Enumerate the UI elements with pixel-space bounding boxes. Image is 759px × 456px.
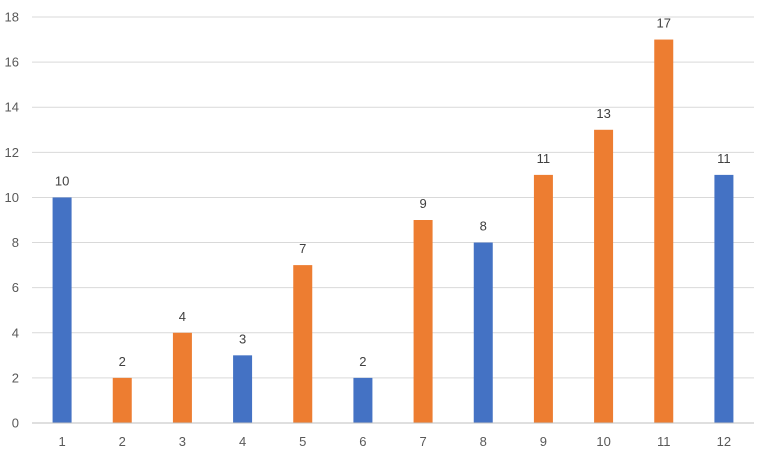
x-tick-label-11: 11 [657,434,671,449]
bar-1 [52,197,72,423]
x-tick-label-9: 9 [540,434,547,449]
y-tick-label: 2 [12,370,19,385]
x-axis-ticks: 1 2 3 4 5 6 7 8 9 10 11 12 [58,434,731,449]
bar-4 [233,355,253,423]
y-tick-label: 18 [5,10,19,25]
data-label-2: 2 [119,354,126,369]
bar-10 [594,129,614,423]
data-label-7: 9 [419,196,426,211]
bar-12 [714,174,734,423]
x-tick-label-10: 10 [596,434,610,449]
data-label-3: 4 [179,309,186,324]
data-labels: 10 2 4 3 7 2 9 8 11 13 17 11 [55,16,731,369]
y-tick-label: 8 [12,235,19,250]
x-tick-label-6: 6 [359,434,366,449]
data-label-6: 2 [359,354,366,369]
data-label-10: 13 [596,106,610,121]
data-label-9: 11 [537,151,551,166]
y-tick-label: 10 [5,190,19,205]
x-tick-label-5: 5 [299,434,306,449]
y-tick-label: 16 [5,55,19,70]
data-label-5: 7 [299,241,306,256]
bar-11 [654,39,674,424]
x-tick-label-3: 3 [179,434,186,449]
bar-7 [413,220,433,423]
y-tick-label: 4 [12,325,19,340]
bar-6 [353,377,373,423]
x-tick-label-7: 7 [419,434,426,449]
bar-3 [172,332,192,423]
bar-5 [293,265,313,423]
bars [52,39,734,424]
data-label-1: 10 [55,173,69,188]
bar-2 [112,377,132,423]
bar-9 [533,174,553,423]
data-label-12: 11 [717,151,731,166]
y-tick-label: 0 [12,416,19,431]
y-tick-label: 14 [5,100,19,115]
y-axis-ticks: 0 2 4 6 8 10 12 14 16 18 [5,10,19,431]
data-label-11: 17 [657,16,671,31]
gridlines [32,16,754,379]
x-tick-label-12: 12 [717,434,731,449]
y-tick-label: 6 [12,280,19,295]
x-tick-label-8: 8 [480,434,487,449]
x-tick-label-1: 1 [58,434,65,449]
x-tick-label-2: 2 [119,434,126,449]
data-label-8: 8 [480,219,487,234]
bar-8 [473,242,493,423]
data-label-4: 3 [239,331,246,346]
x-tick-label-4: 4 [239,434,246,449]
y-tick-label: 12 [5,145,19,160]
